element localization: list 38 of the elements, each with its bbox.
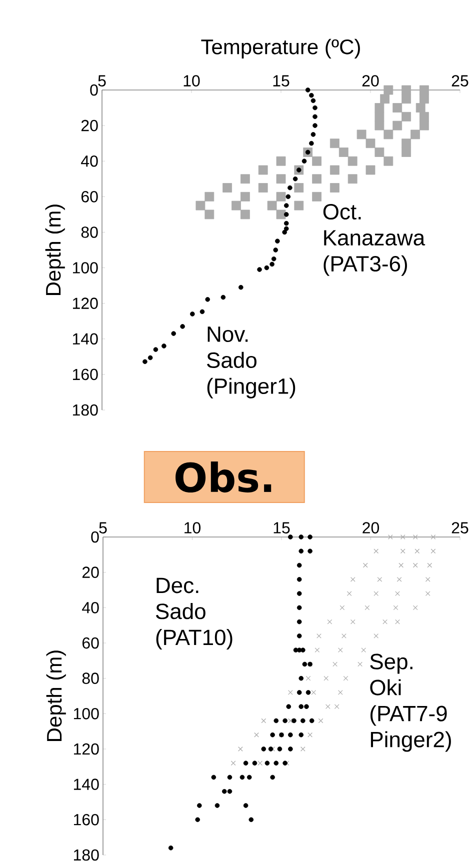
x-tick-label: 25 [452, 75, 468, 86]
series-label: Sep. Oki (PAT7-9 Pinger2) [370, 654, 451, 752]
x-tick-label: 10 [184, 75, 200, 86]
y-tick-label: 120 [72, 298, 98, 309]
x-tick-label: 5 [99, 522, 107, 534]
y-tick-label: 20 [82, 566, 99, 578]
y-tick-label: 40 [82, 602, 99, 614]
y-axis-title: Depth (m) [46, 650, 66, 741]
x-axis-title: Temperature (ºC) [201, 38, 360, 58]
y-tick-label: 0 [91, 531, 99, 543]
y-tick-label: 180 [72, 404, 98, 416]
y-tick-label: 160 [72, 368, 98, 380]
chart-title: Obs. [176, 462, 272, 492]
x-tick-label: 20 [362, 75, 379, 86]
y-tick-label: 140 [72, 333, 98, 345]
x-tick-label: 10 [184, 522, 201, 534]
series-label: Oct. Kanazawa (PAT3-6) [323, 204, 426, 276]
series-label: Nov. Sado (Pinger1) [207, 326, 296, 398]
y-tick-label: 140 [74, 778, 99, 790]
y-tick-label: 160 [74, 814, 99, 826]
y-tick-label: 80 [81, 226, 98, 238]
y-tick-label: 20 [81, 120, 98, 132]
y-tick-label: 120 [74, 743, 99, 755]
y-tick-label: 40 [81, 155, 98, 167]
y-axis-title: Depth (m) [45, 204, 65, 295]
y-tick-label: 80 [82, 672, 99, 684]
y-tick-label: 60 [81, 191, 98, 202]
y-tick-label: 60 [82, 637, 99, 649]
y-tick-label: 180 [74, 849, 99, 861]
y-tick-label: 100 [72, 262, 98, 274]
x-tick-label: 25 [452, 522, 468, 534]
x-tick-label: 20 [362, 522, 380, 534]
x-tick-label: 5 [98, 75, 106, 86]
y-tick-label: 100 [74, 708, 99, 720]
text: Dec. Sado (PAT10) [156, 578, 232, 650]
y-tick-label: 0 [90, 84, 98, 96]
x-tick-label: 15 [273, 75, 290, 86]
x-tick-label: 15 [274, 522, 290, 534]
